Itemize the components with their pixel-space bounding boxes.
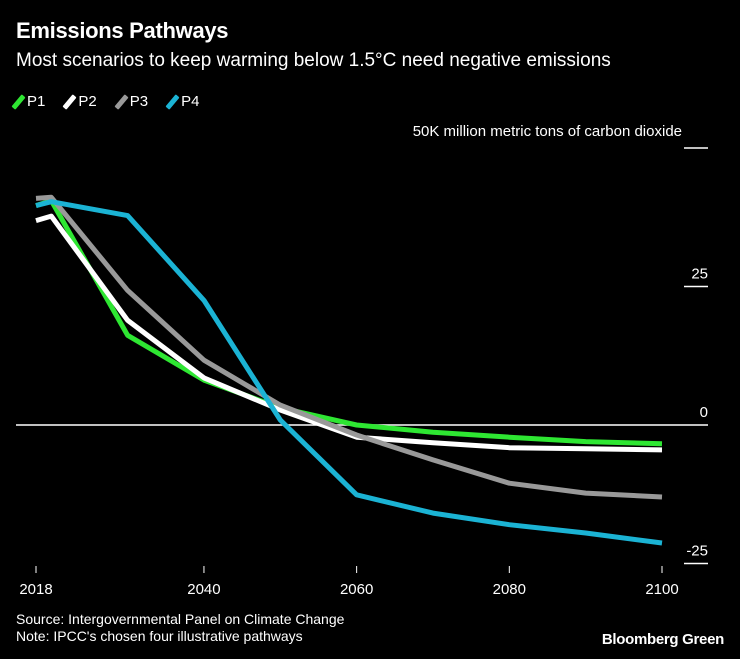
x-tick-label: 2040 — [187, 581, 220, 598]
y-tick-label: 0 — [700, 404, 708, 421]
brand-logo: Bloomberg Green — [601, 631, 724, 648]
y-tick-label: 25 — [691, 266, 708, 283]
chart-subtitle: Most scenarios to keep warming below 1.5… — [16, 50, 611, 71]
x-tick-label: 2060 — [340, 581, 373, 598]
legend: P1 P2 P3 P4 — [11, 93, 200, 110]
x-tick-label: 2018 — [19, 581, 52, 598]
legend-item-p2: P2 — [62, 93, 97, 110]
x-tick-label: 2100 — [645, 581, 678, 598]
y-axis-label: 50K million metric tons of carbon dioxid… — [413, 123, 682, 140]
series-line-p3 — [35, 194, 663, 500]
y-tick-label: -25 — [686, 543, 708, 560]
chart-title: Emissions Pathways — [16, 18, 229, 43]
legend-item-p1: P1 — [11, 93, 46, 110]
legend-label: P1 — [27, 93, 46, 110]
legend-item-p3: P3 — [114, 93, 149, 110]
series-line-p4 — [35, 199, 663, 546]
source-text: Source: Intergovernmental Panel on Clima… — [16, 611, 345, 627]
legend-label: P3 — [129, 93, 149, 110]
legend-label: P4 — [181, 93, 200, 110]
legend-label: P2 — [78, 93, 97, 110]
x-tick-label: 2080 — [493, 581, 526, 598]
source-notes: Source: Intergovernmental Panel on Clima… — [16, 611, 344, 645]
legend-item-p4: P4 — [165, 93, 200, 110]
series-line-p2 — [35, 213, 663, 453]
note-text: Note: IPCC's chosen four illustrative pa… — [16, 628, 303, 644]
